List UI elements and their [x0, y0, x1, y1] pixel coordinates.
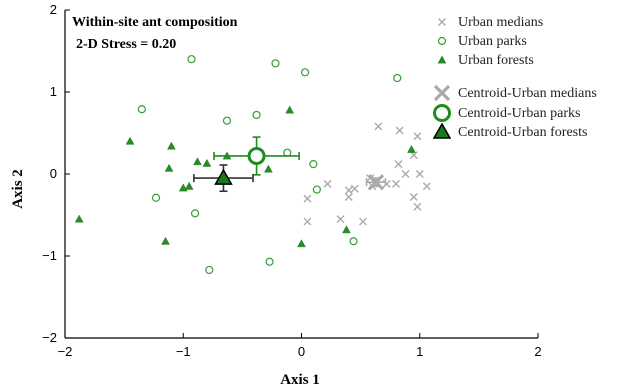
x-axis-title: Axis 1	[280, 372, 320, 388]
data-point	[382, 179, 391, 188]
data-point	[349, 237, 358, 246]
data-point	[413, 202, 422, 211]
legend-marker	[437, 36, 447, 46]
data-point	[193, 157, 202, 166]
x-tick-label: 2	[534, 344, 541, 359]
data-point	[187, 55, 196, 64]
legend-marker	[437, 55, 447, 64]
annotation-title: Within-site ant composition	[72, 15, 238, 30]
annotation-stress: 2-D Stress = 0.20	[76, 37, 176, 52]
data-point	[178, 183, 188, 192]
centroid-marker	[367, 174, 385, 191]
data-point	[422, 182, 431, 191]
legend-marker	[433, 104, 451, 122]
data-point	[309, 160, 318, 169]
legend-item: Centroid-Urban medians	[433, 84, 597, 102]
data-point	[202, 158, 212, 167]
legend-label: Centroid-Urban medians	[458, 86, 597, 101]
x-tick-label: 0	[298, 344, 305, 359]
centroid-marker	[214, 168, 233, 185]
data-point	[409, 192, 418, 201]
legend-label: Centroid-Urban parks	[458, 106, 580, 121]
y-tick-label: 1	[50, 84, 57, 99]
data-point	[312, 185, 321, 194]
legend-marker	[438, 18, 446, 26]
data-point	[205, 265, 214, 275]
legend-marker	[433, 84, 451, 102]
x-tick-label: −1	[176, 344, 191, 359]
data-point	[137, 105, 146, 114]
data-point	[336, 215, 345, 224]
data-point	[394, 160, 403, 169]
data-point	[401, 170, 410, 178]
data-point	[125, 136, 135, 145]
data-point	[252, 110, 261, 120]
legend: Urban medians Urban parks Urban forests Cen…	[432, 15, 597, 140]
data-points	[74, 55, 431, 275]
x-tick-label: 1	[416, 344, 423, 359]
data-point	[415, 170, 424, 178]
data-point	[271, 59, 280, 68]
data-point	[222, 116, 232, 125]
legend-label: Urban forests	[458, 53, 534, 68]
data-point	[283, 148, 292, 157]
legend-item: Centroid-Urban forests	[432, 122, 587, 140]
legend-item: Urban medians	[438, 15, 543, 30]
y-tick-label: −2	[42, 330, 57, 345]
data-point	[265, 257, 274, 266]
data-point	[407, 144, 416, 153]
axes	[64, 9, 539, 339]
data-point	[297, 239, 306, 248]
y-axis-title: Axis 2	[10, 169, 26, 209]
data-point	[374, 122, 383, 131]
data-point	[323, 179, 332, 188]
data-point	[167, 141, 176, 150]
data-point	[161, 236, 170, 245]
data-point	[342, 225, 351, 234]
legend-label: Urban parks	[458, 34, 527, 49]
data-point	[413, 132, 422, 141]
data-point	[395, 126, 404, 135]
legend-marker	[432, 122, 452, 139]
data-point	[190, 209, 200, 218]
legend-label: Centroid-Urban forests	[458, 125, 587, 140]
data-point	[303, 217, 312, 226]
centroids	[193, 136, 387, 193]
x-tick-label: −2	[58, 344, 73, 359]
data-point	[392, 179, 401, 188]
data-point	[74, 214, 84, 223]
data-point	[350, 184, 359, 193]
data-point	[151, 193, 161, 202]
y-tick-label: −1	[42, 248, 57, 263]
legend-item: Urban forests	[437, 53, 534, 68]
data-point	[263, 164, 273, 173]
data-point	[393, 73, 402, 83]
data-point	[184, 181, 194, 190]
tick-labels: −2 −1 0 1 2 −2 −1 0 1 2	[42, 2, 541, 359]
legend-label: Urban medians	[458, 15, 543, 30]
data-point	[358, 217, 367, 226]
data-point	[285, 105, 295, 114]
legend-item: Centroid-Urban parks	[433, 104, 580, 122]
centroid-marker	[247, 146, 266, 165]
data-point	[344, 192, 353, 201]
data-point	[300, 68, 310, 77]
legend-item: Urban parks	[437, 34, 527, 49]
y-tick-label: 0	[50, 166, 57, 181]
data-point	[164, 163, 174, 172]
data-point	[344, 186, 353, 195]
y-tick-label: 2	[50, 2, 57, 17]
data-point	[303, 194, 312, 203]
